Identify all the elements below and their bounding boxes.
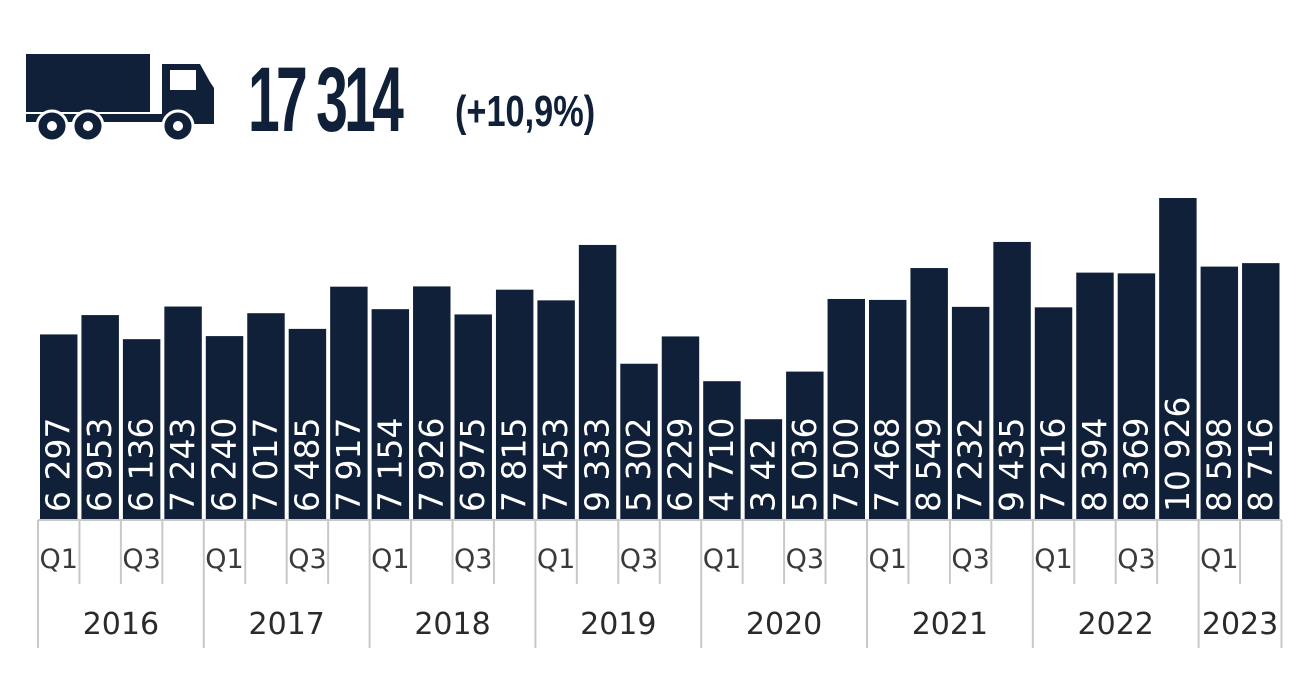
bar-value-label: 4 710 xyxy=(702,418,741,512)
bar xyxy=(81,315,119,520)
bar xyxy=(122,339,161,520)
bar-value-label: 7 468 xyxy=(868,418,907,512)
quarter-tick-label: Q3 xyxy=(951,544,989,575)
quarter-tick-label: Q3 xyxy=(122,544,160,575)
quarter-tick-label: Q1 xyxy=(703,544,741,575)
bar xyxy=(869,299,907,520)
bar-value-label: 6 975 xyxy=(453,418,492,512)
bar-value-label: 7 453 xyxy=(536,418,575,512)
year-tick-label: 2023 xyxy=(1202,607,1278,642)
bar xyxy=(827,298,865,520)
bar xyxy=(1034,307,1073,520)
bar-value-label: 7 926 xyxy=(412,418,451,512)
bar xyxy=(164,306,202,520)
year-tick-label: 2019 xyxy=(580,607,656,642)
bar xyxy=(330,286,368,520)
bar xyxy=(1117,273,1156,520)
truck-icon xyxy=(26,54,214,143)
bar-value-label: 6 240 xyxy=(205,418,244,512)
quarter-tick-label: Q1 xyxy=(205,544,243,575)
bar-value-label: 7 815 xyxy=(495,418,534,512)
bar xyxy=(40,334,78,520)
bar xyxy=(951,306,990,520)
bar xyxy=(413,286,451,520)
bar-value-label: 8 549 xyxy=(909,418,948,512)
bar-value-label: 8 598 xyxy=(1199,418,1238,512)
bar-value-label: 5 302 xyxy=(619,418,658,512)
bar xyxy=(288,328,327,520)
bar-value-label: 7 154 xyxy=(370,418,409,512)
year-tick-label: 2018 xyxy=(414,607,490,642)
bar-value-label: 6 229 xyxy=(660,418,699,512)
bar-value-label: 7 216 xyxy=(1034,418,1073,512)
year-tick-label: 2016 xyxy=(83,607,159,642)
bar-value-label: 8 716 xyxy=(1241,418,1280,512)
quarter-tick-label: Q1 xyxy=(1200,544,1238,575)
bar xyxy=(1159,198,1197,520)
quarter-tick-label: Q3 xyxy=(288,544,326,575)
bar-value-label: 6 297 xyxy=(39,418,78,512)
header: 17 314 (+10,9%) xyxy=(0,0,1300,170)
year-tick-label: 2022 xyxy=(1078,607,1154,642)
quarter-tick-label: Q1 xyxy=(40,544,78,575)
bar-value-label: 10 926 xyxy=(1158,397,1197,512)
bar xyxy=(454,314,492,520)
bar-value-label: 8 369 xyxy=(1116,418,1155,512)
quarter-tick-label: Q1 xyxy=(869,544,907,575)
quarter-tick-label: Q3 xyxy=(454,544,492,575)
quarter-tick-label: Q1 xyxy=(1034,544,1072,575)
bar xyxy=(744,419,783,520)
bar xyxy=(205,336,244,520)
bar xyxy=(495,289,534,520)
bar-value-label: 7 917 xyxy=(329,418,368,512)
year-tick-label: 2021 xyxy=(912,607,988,642)
bar xyxy=(620,363,658,520)
bar xyxy=(247,313,285,520)
bar-value-label: 7 232 xyxy=(951,418,990,512)
bar xyxy=(1242,263,1280,520)
bar-value-label: 5 036 xyxy=(785,418,824,512)
bar xyxy=(661,336,700,520)
bar-value-label: 6 136 xyxy=(122,418,161,512)
bar-value-label: 3 42 xyxy=(743,439,782,512)
bar xyxy=(1200,266,1239,520)
bar-value-label: 6 485 xyxy=(287,418,326,512)
change-percent: (+10,9%) xyxy=(455,87,596,136)
quarter-tick-label: Q3 xyxy=(1117,544,1155,575)
bar xyxy=(703,381,741,520)
total-value: 17 314 xyxy=(248,49,404,151)
quarter-tick-label: Q3 xyxy=(620,544,658,575)
year-tick-label: 2020 xyxy=(746,607,822,642)
bar-value-label: 7 017 xyxy=(246,418,285,512)
bar-value-label: 7 500 xyxy=(826,418,865,512)
bar-value-label: 9 333 xyxy=(578,418,617,512)
bar xyxy=(1076,272,1114,520)
quarter-tick-label: Q3 xyxy=(786,544,824,575)
quarter-tick-label: Q1 xyxy=(371,544,409,575)
bar xyxy=(786,371,824,520)
year-tick-label: 2017 xyxy=(249,607,325,642)
quarter-tick-label: Q1 xyxy=(537,544,575,575)
bar-value-label: 8 394 xyxy=(1075,418,1114,512)
bar xyxy=(910,268,948,520)
bar xyxy=(578,244,617,521)
bar xyxy=(371,309,410,520)
bar-value-label: 9 435 xyxy=(992,418,1031,512)
bar-value-label: 7 243 xyxy=(163,418,202,512)
bar-value-label: 6 953 xyxy=(80,418,119,512)
bar xyxy=(993,241,1031,521)
bar xyxy=(537,300,575,520)
